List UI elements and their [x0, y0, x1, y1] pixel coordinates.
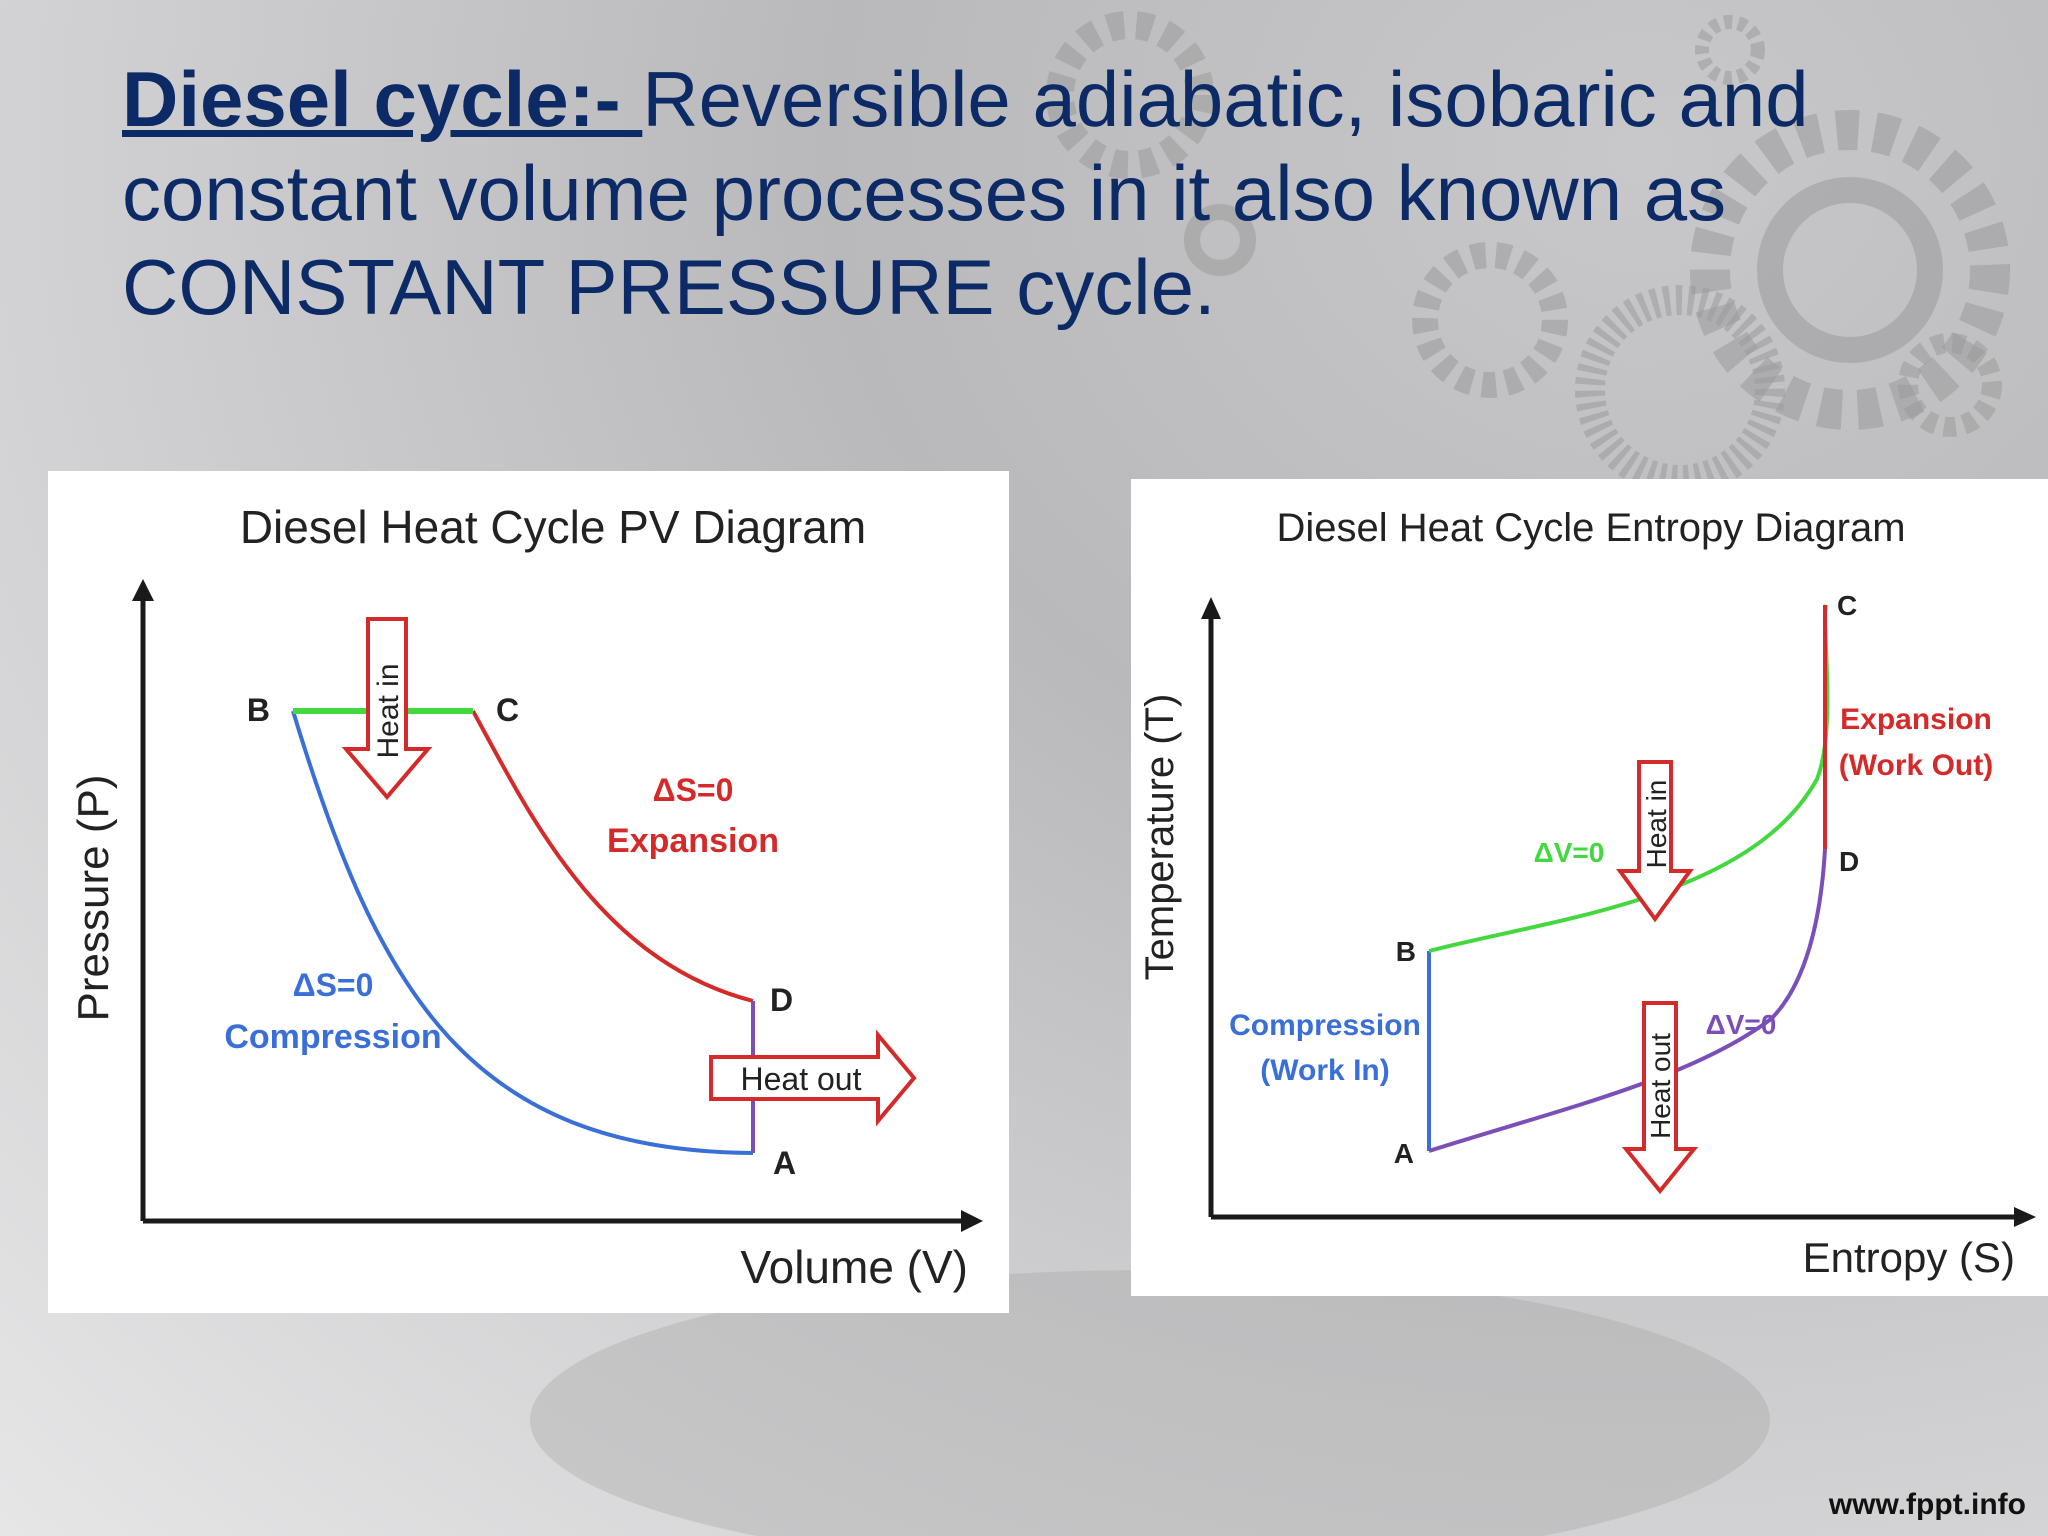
ts-heat-in-label: Heat in: [1641, 780, 1672, 869]
ts-heat-out-label: Heat out: [1645, 1033, 1676, 1139]
pv-x-axis-label: Volume (V): [740, 1241, 968, 1293]
pv-heat-out-arrow: Heat out: [709, 1029, 917, 1127]
pv-x-axis-arrowhead: [961, 1210, 983, 1232]
ts-point-b: B: [1396, 936, 1416, 967]
ts-y-axis-label: Temperature (T): [1138, 694, 1182, 981]
pv-y-axis-arrowhead: [132, 579, 154, 601]
pv-compression-curve: [291, 710, 754, 1155]
gear-icon: [1575, 285, 1785, 495]
ts-diagram-panel: Diesel Heat Cycle Entropy Diagram Temper…: [1131, 479, 2048, 1296]
ts-y-axis-arrowhead: [1201, 597, 1221, 619]
gear-icon: [1690, 110, 2010, 430]
pv-heat-in-label: Heat in: [372, 663, 405, 758]
pv-heat-in-arrow: Heat in: [341, 617, 433, 801]
gear-icon: [1757, 177, 1943, 363]
ts-x-axis-label: Entropy (S): [1803, 1234, 2015, 1281]
gear-icon: [1898, 333, 2002, 437]
ts-compression-line1: Compression: [1229, 1009, 1421, 1042]
gear-icon: [1046, 11, 1214, 179]
ts-heat-in-arrow: Heat in: [1616, 760, 1694, 923]
pv-point-b: B: [247, 692, 270, 728]
pv-diagram-panel: Diesel Heat Cycle PV Diagram Pressure (P…: [48, 471, 1009, 1313]
pv-point-a: A: [773, 1145, 796, 1181]
right-arrow-icon: [709, 1029, 917, 1127]
pv-diagram-title: Diesel Heat Cycle PV Diagram: [240, 501, 866, 553]
down-arrow-icon: [1621, 1001, 1699, 1195]
ts-compression-line2: (Work In): [1260, 1054, 1389, 1087]
ts-heat-out-delta: ΔV=0: [1706, 1009, 1777, 1040]
ts-x-axis-arrowhead: [2014, 1207, 2036, 1227]
ts-expansion-line1: Expansion: [1840, 703, 1992, 736]
down-arrow-icon: [341, 617, 433, 801]
pv-y-axis-label: Pressure (P): [69, 775, 118, 1022]
footer-url: www.fppt.info: [1828, 1488, 2026, 1521]
pv-compression-delta: ΔS=0: [293, 967, 374, 1003]
ts-heat-out-curve: [1428, 848, 1827, 1153]
ts-heat-out-arrow: Heat out: [1621, 1001, 1699, 1195]
ts-expansion-line2: (Work Out): [1839, 749, 1993, 782]
slide-title-rest: Reversible adiabatic, isobaric and const…: [122, 55, 1809, 331]
ts-diagram-title: Diesel Heat Cycle Entropy Diagram: [1276, 506, 1905, 550]
pv-expansion-label: Expansion: [607, 822, 779, 860]
ts-point-a: A: [1394, 1138, 1414, 1169]
pv-heat-out-label: Heat out: [741, 1061, 862, 1097]
slide-title-lead: Diesel cycle:-: [122, 55, 643, 143]
gear-icon: [1412, 242, 1568, 398]
pv-expansion-curve: [471, 710, 754, 1003]
pv-expansion-delta: ΔS=0: [653, 772, 734, 808]
gear-icon: [1695, 15, 1765, 85]
pv-point-c: C: [496, 692, 519, 728]
down-arrow-icon: [1616, 760, 1694, 923]
gear-icon: [1184, 204, 1256, 276]
ts-point-c: C: [1837, 590, 1857, 621]
ts-heat-in-delta: ΔV=0: [1534, 837, 1605, 868]
pv-axes: [132, 579, 983, 1232]
pv-point-d: D: [770, 982, 793, 1018]
pv-compression-label: Compression: [224, 1018, 441, 1056]
ts-heat-in-curve: [1428, 604, 1830, 953]
ts-axes: [1201, 597, 2036, 1227]
slide-title: Diesel cycle:- Reversible adiabatic, iso…: [122, 52, 1902, 334]
ts-point-d: D: [1839, 846, 1859, 877]
